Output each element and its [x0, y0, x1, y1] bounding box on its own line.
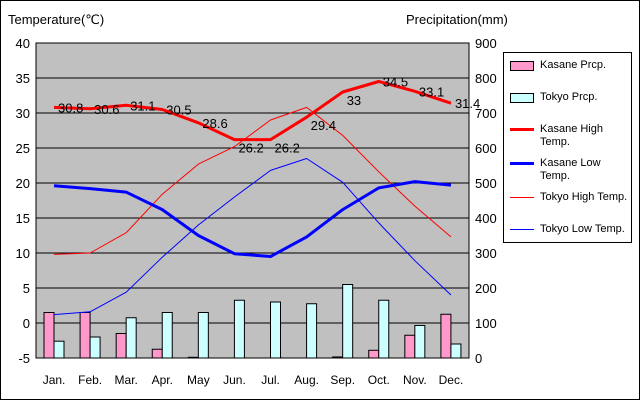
y-right-tick-label: 700	[475, 106, 497, 121]
x-tick-label: Mar.	[115, 373, 138, 387]
x-tick-label: Dec.	[439, 373, 464, 387]
data-label: 31.4	[455, 96, 480, 111]
x-tick-label: Sep.	[330, 373, 355, 387]
bar-tokyo-prcp	[233, 299, 245, 359]
x-tick-label: Feb.	[78, 373, 102, 387]
bar-tokyo-prcp	[450, 343, 462, 359]
y-left-tick-label: 10	[16, 246, 30, 261]
legend-item-tokyo-prcp: Tokyo Prcp.	[510, 91, 630, 105]
x-tick-label: Apr.	[152, 373, 173, 387]
x-tick-label: May	[187, 373, 210, 387]
y-left-tick-label: 25	[16, 141, 30, 156]
data-label: 26.2	[238, 141, 263, 156]
line-kasane-low-temp	[53, 180, 452, 258]
legend-item-kasane-high: Kasane High Temp.	[510, 123, 630, 151]
bar-kasane-prcp	[368, 349, 380, 359]
data-label: 34.5	[383, 75, 408, 90]
legend-swatch-kasane-low	[510, 162, 534, 165]
legend-swatch-tokyo-prcp	[510, 93, 534, 103]
y-left-tick-label: 15	[16, 211, 30, 226]
y-right-tick-label: 300	[475, 246, 497, 261]
data-label: 26.2	[275, 141, 300, 156]
legend-item-kasane-low: Kasane Low Temp.	[510, 157, 630, 185]
y-left-tick-label: 35	[16, 71, 30, 86]
bar-kasane-prcp	[187, 356, 199, 359]
data-label: 33	[347, 93, 361, 108]
legend-swatch-tokyo-high	[510, 197, 534, 198]
legend-label: Kasane Prcp.	[540, 59, 607, 71]
line-tokyo-low-temp	[54, 158, 452, 316]
bar-kasane-prcp	[404, 334, 416, 359]
bar-tokyo-prcp	[306, 303, 318, 359]
legend-swatch-kasane-prcp	[510, 61, 534, 71]
y-right-tick-label: 600	[475, 141, 497, 156]
y-left-tick-label: 5	[23, 281, 30, 296]
legend-item-kasane-prcp: Kasane Prcp.	[510, 59, 630, 73]
y-right-tick-label: 500	[475, 176, 497, 191]
y-right-tick-label: 900	[475, 36, 497, 51]
bar-kasane-prcp	[332, 356, 344, 359]
legend-swatch-kasane-high	[510, 128, 534, 131]
bar-tokyo-prcp	[161, 312, 173, 359]
y-left-tick-label: 20	[16, 176, 30, 191]
line-tokyo-high-temp	[54, 106, 452, 255]
legend-label: Tokyo High Temp.	[540, 191, 628, 203]
legend-label: Kasane High Temp.	[540, 123, 603, 148]
y-right-tick-label: 400	[475, 211, 497, 226]
data-label: 30.6	[94, 102, 119, 117]
legend-swatch-tokyo-low	[510, 229, 534, 230]
bar-tokyo-prcp	[89, 336, 101, 359]
legend-label: Tokyo Low Temp.	[540, 223, 625, 235]
y-left-tick-label: 0	[23, 316, 30, 331]
bar-tokyo-prcp	[270, 301, 281, 359]
y-left-tick-label: 30	[16, 106, 30, 121]
bar-tokyo-prcp	[197, 312, 209, 359]
x-tick-label: Aug.	[294, 373, 319, 387]
plot-area	[35, 42, 470, 359]
x-tick-label: Nov.	[403, 373, 427, 387]
x-tick-label: Jun.	[223, 373, 246, 387]
y-right-tick-label: 800	[475, 71, 497, 86]
data-label: 29.4	[311, 118, 336, 133]
bar-tokyo-prcp	[53, 340, 65, 359]
legend-item-tokyo-low: Tokyo Low Temp.	[510, 223, 630, 237]
bar-tokyo-prcp	[342, 284, 354, 359]
data-label: 28.6	[202, 116, 227, 131]
y-right-tick-label: 0	[475, 351, 482, 366]
legend-label: Kasane Low Temp.	[540, 157, 601, 182]
y-left-tick-label: -5	[18, 351, 30, 366]
legend-label: Tokyo Prcp.	[540, 91, 598, 103]
data-label: 31.1	[130, 98, 155, 113]
bar-tokyo-prcp	[414, 324, 426, 359]
line-kasane-high-temp	[53, 80, 452, 142]
legend: Kasane Prcp. Tokyo Prcp. Kasane High Tem…	[503, 52, 632, 243]
x-tick-label: Jan.	[43, 373, 66, 387]
y-axis-right-title: Precipitation(mm)	[406, 12, 508, 27]
x-tick-label: Jul.	[261, 373, 280, 387]
bar-kasane-prcp	[115, 333, 127, 359]
bar-kasane-prcp	[43, 312, 55, 359]
bar-kasane-prcp	[79, 312, 91, 359]
bar-kasane-prcp	[151, 348, 163, 359]
data-label: 33.1	[419, 84, 444, 99]
legend-item-tokyo-high: Tokyo High Temp.	[510, 191, 630, 219]
data-label: 30.8	[58, 100, 83, 115]
y-axis-left-title: Temperature(℃)	[8, 12, 105, 27]
bar-kasane-prcp	[440, 313, 452, 359]
y-right-tick-label: 100	[475, 316, 497, 331]
data-label: 30.5	[166, 103, 191, 118]
y-right-tick-label: 200	[475, 281, 497, 296]
y-left-tick-label: 40	[16, 36, 30, 51]
bar-tokyo-prcp	[125, 317, 137, 359]
bar-tokyo-prcp	[378, 299, 390, 359]
x-tick-label: Oct.	[368, 373, 390, 387]
